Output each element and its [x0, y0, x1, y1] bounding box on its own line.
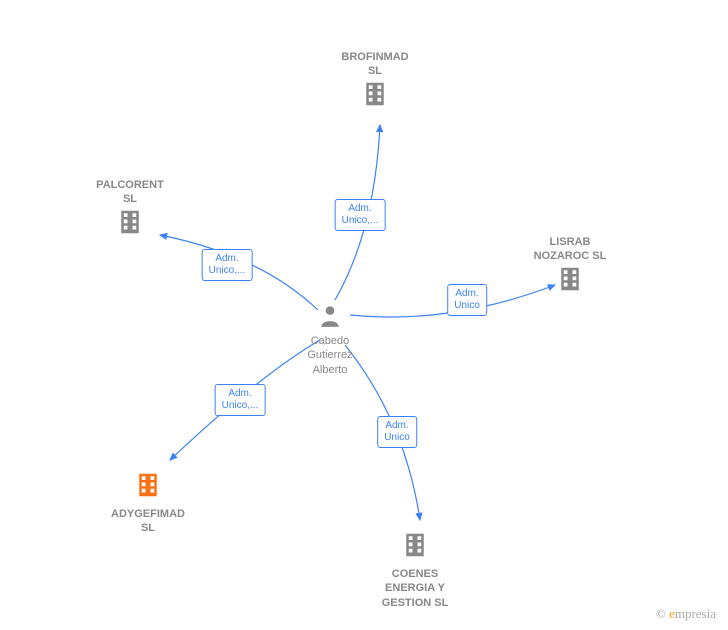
edge-label: Adm.Unico,...: [202, 249, 253, 281]
building-icon: [555, 264, 585, 294]
node-coenes: COENESENERGIA YGESTION SL: [370, 530, 460, 610]
copyright-symbol: ©: [656, 606, 666, 621]
building-icon: [360, 79, 390, 109]
building-icon: [400, 530, 430, 560]
node-adygefimad: ADYGEFIMADSL: [103, 470, 193, 536]
edge-label: Adm.Unico,...: [215, 384, 266, 416]
node-label: PALCORENTSL: [85, 178, 175, 207]
edge-label: Adm.Unico: [447, 284, 487, 316]
building-icon: [133, 470, 163, 500]
watermark-brand: empresia: [669, 606, 716, 621]
node-label: ADYGEFIMADSL: [103, 507, 193, 536]
center-node: CabedoGutierrezAlberto: [290, 303, 370, 377]
edge-label: Adm.Unico: [377, 416, 417, 448]
edge-label: Adm.Unico,...: [335, 199, 386, 231]
diagram-canvas: Adm.Unico,... Adm.Unico Adm.Unico Adm.Unico…: [0, 0, 728, 630]
node-brofinmad: BROFINMADSL: [330, 50, 420, 116]
node-label: LISRABNOZAROC SL: [525, 235, 615, 264]
building-icon: [115, 207, 145, 237]
watermark: © empresia: [656, 606, 716, 622]
person-icon: [317, 303, 343, 329]
node-label: COENESENERGIA YGESTION SL: [370, 567, 460, 610]
node-label: BROFINMADSL: [330, 50, 420, 79]
node-palcorent: PALCORENTSL: [85, 178, 175, 244]
node-lisbrab: LISRABNOZAROC SL: [525, 235, 615, 301]
center-label: CabedoGutierrezAlberto: [290, 334, 370, 377]
